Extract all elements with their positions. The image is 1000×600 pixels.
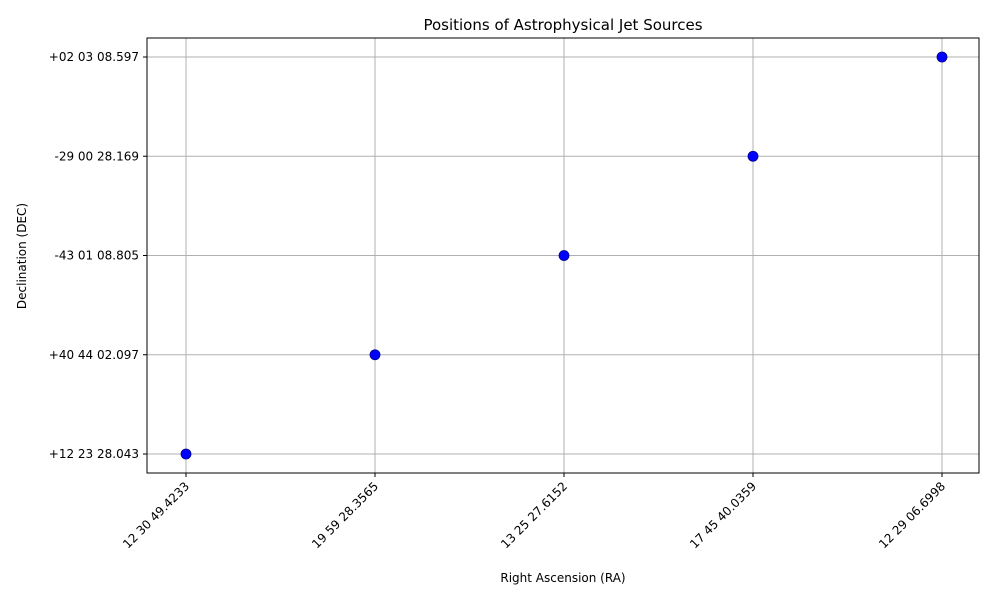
data-point — [369, 349, 381, 361]
x-tick-label: 12 29 06.6998 — [876, 479, 948, 551]
data-point — [180, 448, 192, 460]
x-tick-label: 12 30 49.4233 — [120, 479, 192, 551]
data-point — [936, 51, 948, 63]
x-axis-ticks: 12 30 49.4233 19 59 28.3565 13 25 27.6152 1… — [120, 473, 948, 551]
chart-title: Positions of Astrophysical Jet Sources — [423, 16, 702, 34]
data-point — [558, 250, 570, 261]
x-tick-label: 17 45 40.0359 — [687, 479, 759, 551]
grid — [147, 38, 979, 473]
data-point — [747, 150, 759, 162]
y-tick-label: -43 01 08.805 — [55, 249, 140, 263]
y-tick-label: -29 00 28.169 — [55, 149, 140, 163]
y-axis-label: Declination (DEC) — [15, 203, 29, 309]
x-axis-label: Right Ascension (RA) — [500, 571, 625, 585]
y-axis-ticks: +12 23 28.043 +40 44 02.097 -43 01 08.805 -… — [49, 50, 147, 461]
plot-frame — [146, 37, 980, 474]
y-tick-label: +12 23 28.043 — [49, 447, 139, 461]
y-tick-label: +40 44 02.097 — [49, 348, 139, 362]
data-points — [180, 51, 948, 460]
y-tick-label: +02 03 08.597 — [49, 50, 139, 64]
x-tick-label: 19 59 28.3565 — [309, 479, 381, 551]
x-tick-label: 13 25 27.6152 — [498, 479, 570, 551]
